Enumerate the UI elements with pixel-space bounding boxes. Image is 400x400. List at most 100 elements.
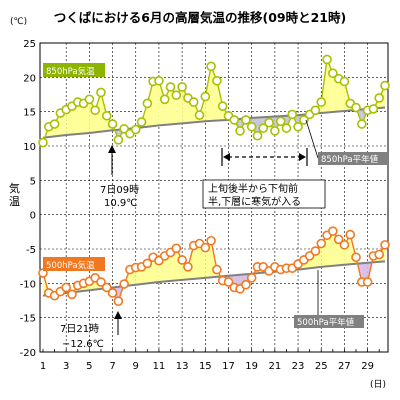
cold-period-label-line2: 半,下層に寒気が入る: [208, 195, 301, 208]
series-500-point: [223, 277, 234, 287]
legend-500-label: 500hPa気温: [46, 260, 95, 271]
series-850-point: [159, 94, 170, 105]
normal-850-pointer: [305, 119, 319, 159]
x-axis-ticks: 1 3 5 7 9 11 13 15 17 19 21 23 25 27 29: [40, 349, 380, 372]
x-tick-label: 19: [245, 361, 258, 372]
cold-period-arrow-left: [223, 153, 230, 161]
chart-title: つくばにおける6月の高層気温の推移(09時と21時): [54, 10, 346, 25]
y-tick-label: -15: [20, 314, 36, 325]
x-tick-label: 15: [199, 361, 212, 372]
series-850-point: [136, 117, 147, 127]
series-850-point: [351, 102, 361, 113]
series-850-point: [200, 91, 211, 102]
x-tick-label: 21: [268, 361, 281, 372]
min-500-arrowhead: [114, 311, 122, 319]
series-850-point: [38, 137, 48, 148]
series-850-point: [241, 115, 251, 125]
series-850-point: [368, 104, 379, 114]
series-850-point: [270, 126, 280, 136]
min-850-arrowhead: [108, 145, 116, 153]
series-850-point: [142, 98, 153, 109]
y-axis-label-char: 温: [9, 195, 20, 208]
series-850-point: [177, 82, 187, 92]
y-axis-ticks: -20 -15 -10 -5 0 5 10 15 20 25: [20, 39, 36, 359]
y-tick-label: -20: [20, 348, 36, 359]
series-850-point: [84, 94, 95, 105]
cold-period-box: [202, 179, 326, 209]
series-850-point: [310, 105, 321, 116]
series-850-point: [246, 121, 257, 132]
series-500-warm-fill: [193, 243, 200, 279]
x-tick-label: 9: [133, 361, 139, 372]
y-tick-label: 15: [23, 108, 36, 119]
x-tick-label: 17: [222, 361, 235, 372]
y-tick-label: 0: [30, 211, 36, 222]
y-tick-label: 20: [23, 73, 36, 84]
x-tick-label: 3: [63, 361, 69, 372]
series-500-point: [119, 279, 129, 289]
x-tick-label: 25: [315, 361, 328, 372]
series-500-point: [310, 246, 321, 256]
series-850-warm-fill: [153, 80, 159, 127]
normal-850-label: 850hPa平年値: [321, 154, 379, 165]
series-850-point: [188, 97, 199, 107]
min-850-label-line2: 10.9℃: [104, 198, 138, 209]
series-850-point: [328, 68, 338, 79]
series-850-point: [113, 135, 124, 145]
series-500-point: [328, 226, 338, 236]
series-500-point: [101, 282, 112, 293]
series-500-point: [374, 249, 385, 260]
min-500-label-line2: −12.6℃: [62, 339, 104, 350]
min-850-label-line1: 7日09時: [100, 184, 139, 196]
series-500-warm-fill: [199, 243, 206, 279]
series-500-point: [96, 277, 106, 287]
series-850-point: [212, 75, 222, 86]
normal-850-box: [318, 152, 388, 165]
series-500-point: [183, 262, 193, 272]
x-unit-label: (日): [370, 379, 386, 390]
series-500-point: [362, 277, 373, 287]
normal-500-label: 500hPa平年値: [297, 317, 355, 328]
series-500-point: [67, 289, 77, 300]
series-850-warm-fill: [77, 102, 84, 134]
y-axis-label: 気温: [9, 181, 20, 208]
series-850-point: [165, 82, 176, 92]
series-850-point: [229, 115, 240, 125]
series-500-warm-fill: [176, 248, 183, 281]
min-500-label-line1: 7日21時: [60, 323, 99, 335]
y-tick-label: 5: [30, 176, 36, 187]
series-850-point: [380, 80, 390, 91]
series-850-point: [374, 93, 385, 103]
series-500-point: [113, 296, 124, 306]
series-500-warm-fill: [344, 234, 351, 265]
series-850-point: [287, 109, 298, 120]
series-850-point: [235, 126, 245, 136]
series-500-point: [351, 252, 361, 263]
series-500-point: [212, 264, 222, 275]
x-tick-label: 5: [86, 361, 92, 372]
y-tick-label: -5: [26, 245, 36, 256]
series-850-point: [252, 130, 263, 141]
series-500-point: [316, 238, 327, 249]
series-500-point: [200, 242, 211, 253]
series-500-point: [142, 258, 153, 269]
x-tick-label: 7: [109, 361, 115, 372]
series-500-point: [171, 243, 182, 254]
y-tick-label: -10: [20, 279, 36, 290]
series-500-point: [177, 255, 187, 265]
series-850-point: [322, 54, 332, 65]
y-unit-label: (℃): [10, 17, 27, 27]
series-500-cold-fill: [361, 262, 368, 282]
series-850-point: [171, 90, 182, 100]
x-tick-label: 11: [153, 361, 166, 372]
normal-500-line: [42, 260, 386, 297]
y-tick-label: 10: [23, 142, 36, 153]
cold-period-arrow-right: [299, 153, 306, 161]
series-500-point: [107, 288, 118, 298]
series-500-point: [339, 240, 350, 250]
series-850-point: [154, 75, 164, 86]
series-500-point: [333, 234, 344, 245]
series-points: [38, 54, 390, 306]
x-tick-label: 23: [292, 361, 305, 372]
